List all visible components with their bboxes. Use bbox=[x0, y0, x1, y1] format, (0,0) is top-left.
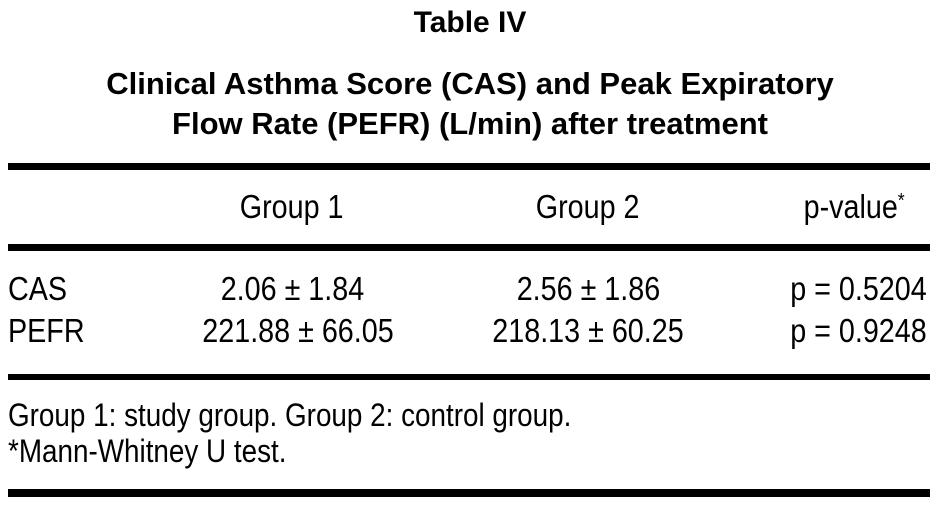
table-top-rule bbox=[8, 163, 930, 170]
row-cas-pvalue-cell: p = 0.5204 bbox=[780, 270, 930, 308]
table-footnotes: Group 1: study group. Group 2: control g… bbox=[8, 380, 930, 489]
table-bottom-rule bbox=[8, 489, 930, 497]
table-header-rule bbox=[8, 244, 930, 251]
row-pefr-pvalue-cell: p = 0.9248 bbox=[780, 312, 930, 350]
data-table: Group 1 Group 2 p-value* CAS 2.06 ± 1.84… bbox=[8, 163, 930, 497]
row-label-cell: PEFR bbox=[8, 312, 188, 350]
table-header-row: Group 1 Group 2 p-value* bbox=[8, 170, 930, 244]
row-pefr-group2-value: 218.13 ± 60.25 bbox=[492, 312, 684, 349]
row-pefr-group1-cell: 221.88 ± 66.05 bbox=[188, 312, 396, 350]
pvalue-asterisk: * bbox=[898, 189, 906, 212]
header-group1-label: Group 1 bbox=[240, 188, 344, 225]
row-pefr-label: PEFR bbox=[8, 312, 85, 349]
footnote-groups: Group 1: study group. Group 2: control g… bbox=[8, 397, 930, 433]
footnote-groups-text: Group 1: study group. Group 2: control g… bbox=[8, 397, 572, 433]
table-caption-line2: Flow Rate (PEFR) (L/min) after treatment bbox=[172, 106, 768, 141]
table-footer-rule bbox=[8, 374, 930, 380]
table-body: CAS 2.06 ± 1.84 2.56 ± 1.86 p = 0.5204 P… bbox=[8, 251, 930, 374]
header-group2-label: Group 2 bbox=[536, 188, 640, 225]
table-caption: Clinical Asthma Score (CAS) and Peak Exp… bbox=[0, 64, 940, 144]
row-cas-label: CAS bbox=[8, 270, 68, 307]
table-number-text: Table IV bbox=[413, 6, 527, 39]
table-caption-line1: Clinical Asthma Score (CAS) and Peak Exp… bbox=[106, 66, 834, 101]
table-number-title: Table IV bbox=[0, 0, 940, 40]
row-label-cell: CAS bbox=[8, 270, 188, 308]
row-pefr-pvalue: p = 0.9248 bbox=[790, 312, 927, 349]
footnote-test: *Mann-Whitney U test. bbox=[8, 433, 930, 469]
header-pvalue: p-value* bbox=[780, 188, 930, 226]
header-group1: Group 1 bbox=[188, 188, 396, 226]
row-pefr-group2-cell: 218.13 ± 60.25 bbox=[396, 312, 780, 350]
header-group2: Group 2 bbox=[396, 188, 780, 226]
row-cas-group2-value: 2.56 ± 1.86 bbox=[516, 270, 660, 307]
row-pefr-group1-value: 221.88 ± 66.05 bbox=[202, 312, 394, 349]
row-cas-group1-value: 2.06 ± 1.84 bbox=[220, 270, 364, 307]
header-pvalue-text: p-value bbox=[804, 188, 899, 225]
table-row-pefr: PEFR 221.88 ± 66.05 218.13 ± 60.25 p = 0… bbox=[8, 310, 930, 352]
row-cas-group2-cell: 2.56 ± 1.86 bbox=[396, 270, 780, 308]
footnote-test-text: *Mann-Whitney U test. bbox=[8, 433, 287, 469]
row-cas-group1-cell: 2.06 ± 1.84 bbox=[188, 270, 396, 308]
row-cas-pvalue: p = 0.5204 bbox=[790, 270, 927, 307]
table-row-cas: CAS 2.06 ± 1.84 2.56 ± 1.86 p = 0.5204 bbox=[8, 268, 930, 310]
header-pvalue-label: p-value* bbox=[804, 188, 906, 226]
